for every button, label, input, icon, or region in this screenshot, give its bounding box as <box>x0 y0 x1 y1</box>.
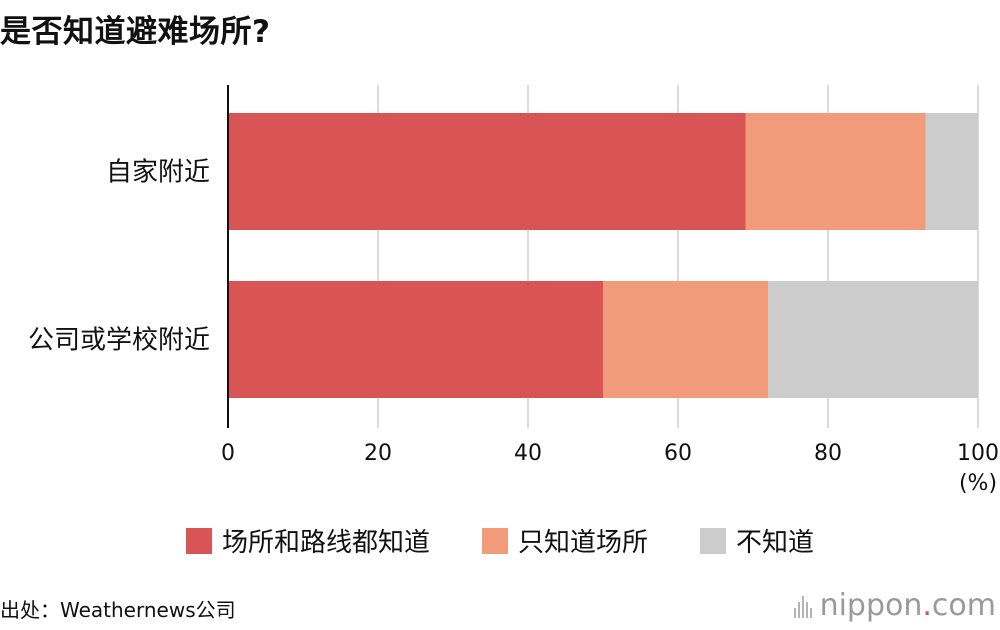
legend-swatch <box>700 527 726 554</box>
legend-swatch <box>481 527 508 554</box>
x-tick-label: 0 <box>221 441 235 466</box>
logo-dot: . <box>922 588 932 623</box>
logo-text: nippon <box>819 588 923 623</box>
nippon-logo[interactable]: nippon. com <box>793 588 996 623</box>
x-tick-label: 20 <box>364 441 392 466</box>
x-tick-labels: 0 20 40 60 80 100 <box>221 441 999 466</box>
x-unit-label: (%) <box>959 471 997 496</box>
logo-mark-icon <box>793 594 812 618</box>
legend-swatch <box>185 527 212 554</box>
legend-item-place-only: 只知道场所 <box>481 522 648 559</box>
bar-segment <box>925 113 978 230</box>
source-note: 出处：Weathernews公司 <box>0 598 236 622</box>
category-label: 公司或学校附近 <box>28 326 210 356</box>
legend-item-known-both: 场所和路线都知道 <box>185 522 430 559</box>
bar-segment <box>228 113 746 230</box>
bar-segment <box>745 113 926 230</box>
chart-title: 是否知道避难场所? <box>0 14 271 50</box>
bar-segments <box>228 113 978 398</box>
legend-label: 场所和路线都知道 <box>221 528 430 558</box>
legend-item-unknown: 不知道 <box>700 522 814 559</box>
bar-segment <box>228 281 603 398</box>
bar-segment <box>603 281 768 398</box>
x-tick-label: 60 <box>664 441 692 466</box>
logo-suffix: com <box>931 588 996 623</box>
bar-segment <box>768 281 978 398</box>
x-tick-label: 40 <box>514 441 542 466</box>
x-tick-label: 100 <box>957 441 999 466</box>
legend-label: 不知道 <box>736 528 815 558</box>
x-tick-label: 80 <box>814 441 842 466</box>
legend: 场所和路线都知道 只知道场所 不知道 <box>0 522 1000 559</box>
category-label: 自家附近 <box>106 158 210 188</box>
legend-label: 只知道场所 <box>517 528 648 558</box>
